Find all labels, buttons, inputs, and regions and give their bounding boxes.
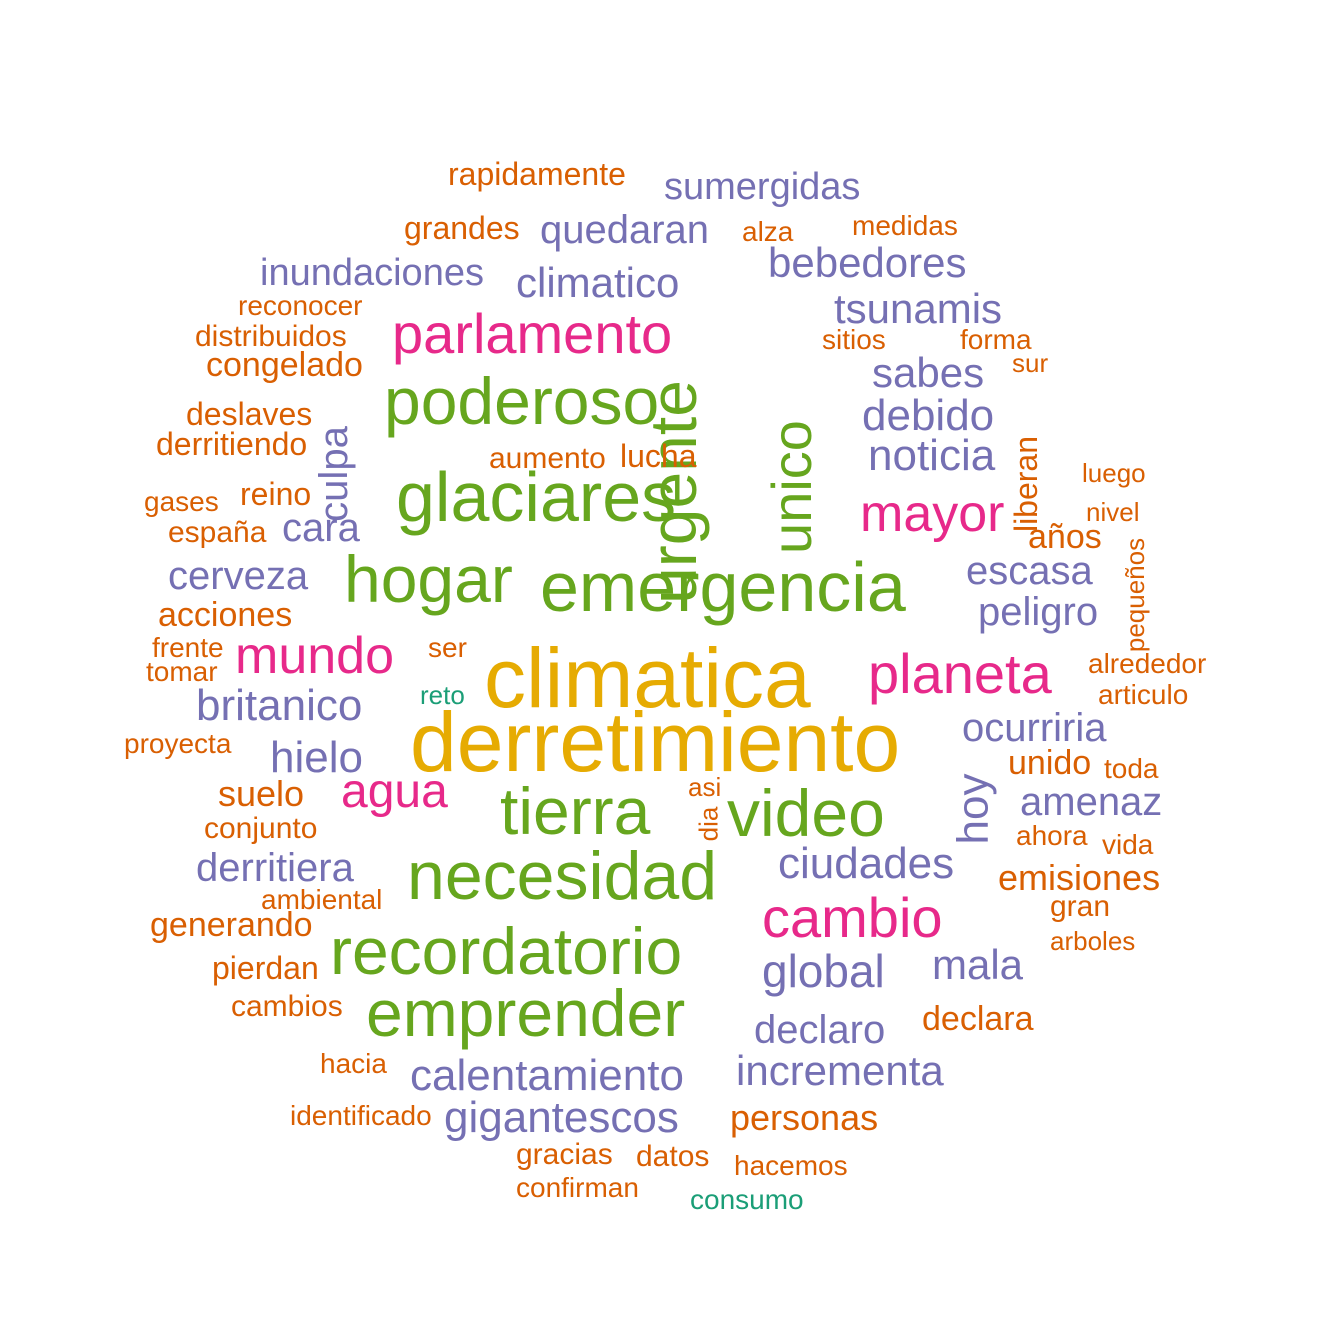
word-necesidad: necesidad	[407, 838, 718, 914]
word-sumergidas: sumergidas	[664, 166, 861, 208]
word-peligro: peligro	[978, 590, 1099, 634]
word-amenaz: amenaz	[1020, 780, 1163, 824]
word-agua: agua	[341, 765, 448, 818]
word-inundaciones: inundaciones	[260, 252, 484, 294]
word-tierra: tierra	[500, 774, 651, 848]
word-derretimiento: derretimiento	[410, 695, 901, 789]
word-derritiera: derritiera	[196, 846, 354, 890]
word-ocurriria: ocurriria	[962, 706, 1107, 750]
word-dia: dia	[692, 806, 723, 841]
word-reino: reino	[240, 476, 312, 512]
word-alrededor: alrededor	[1088, 648, 1207, 679]
word-cerveza: cerveza	[168, 554, 309, 598]
word-consumo: consumo	[690, 1184, 804, 1215]
word-articulo: articulo	[1098, 679, 1189, 710]
word-reconocer: reconocer	[238, 290, 363, 321]
word-pierdan: pierdan	[212, 950, 319, 986]
word-quedaran: quedaran	[540, 208, 710, 252]
word-emprender: emprender	[366, 976, 686, 1050]
word-climatico: climatico	[516, 259, 680, 306]
word-calentamiento: calentamiento	[410, 1051, 684, 1100]
word-vida: vida	[1102, 829, 1154, 860]
word-hoy: hoy	[947, 773, 997, 844]
word-distribuidos: distribuidos	[195, 320, 347, 353]
word-pequenos: pequeños	[1120, 537, 1151, 653]
word-derritiendo: derritiendo	[156, 426, 308, 462]
word-luego: luego	[1082, 458, 1146, 488]
word-ambiental: ambiental	[261, 884, 383, 915]
word-rapidamente: rapidamente	[448, 156, 626, 192]
word-poderoso: poderoso	[384, 364, 660, 438]
word-medidas: medidas	[852, 210, 958, 241]
word-ser: ser	[428, 632, 467, 663]
word-cambios: cambios	[231, 990, 343, 1023]
word-acciones: acciones	[158, 596, 293, 634]
word-datos: datos	[636, 1140, 710, 1173]
word-declara: declara	[922, 1000, 1034, 1038]
word-britanico: britanico	[196, 681, 363, 730]
word-global: global	[762, 945, 885, 997]
word-tomar: tomar	[146, 656, 218, 687]
word-arboles: arboles	[1050, 926, 1136, 956]
word-unido: unido	[1008, 744, 1092, 782]
word-sabes: sabes	[872, 349, 985, 396]
word-bebedores: bebedores	[768, 239, 967, 286]
word-congelado: congelado	[206, 346, 363, 384]
word-emisiones: emisiones	[998, 857, 1161, 898]
word-planeta: planeta	[868, 642, 1052, 705]
word-suelo: suelo	[218, 773, 305, 814]
word-grandes: grandes	[404, 210, 520, 246]
word-toda: toda	[1104, 753, 1159, 784]
word-ahora: ahora	[1016, 820, 1088, 851]
word-personas: personas	[730, 1097, 879, 1138]
word-glaciares: glaciares	[396, 458, 677, 536]
word-frente: frente	[152, 632, 224, 663]
word-declaro: declaro	[754, 1008, 886, 1052]
word-proyecta: proyecta	[124, 728, 232, 759]
word-escasa: escasa	[966, 549, 1093, 593]
word-climatica: climatica	[484, 631, 811, 725]
word-forma: forma	[960, 324, 1032, 355]
word-tsunamis: tsunamis	[834, 285, 1003, 332]
word-deslaves: deslaves	[186, 396, 313, 432]
word-debido: debido	[862, 391, 995, 440]
word-lucha: lucha	[620, 438, 697, 474]
word-alza: alza	[742, 216, 794, 247]
word-hacemos: hacemos	[734, 1150, 848, 1181]
word-generando: generando	[150, 906, 313, 944]
word-cara: cara	[282, 506, 360, 550]
word-mala: mala	[932, 941, 1024, 988]
word-gracias: gracias	[516, 1138, 613, 1171]
word-ciudades: ciudades	[778, 839, 955, 888]
word-sitios: sitios	[822, 324, 886, 355]
word-mayor: mayor	[860, 485, 1005, 543]
word-urgente: urgente	[635, 380, 710, 604]
word-hielo: hielo	[270, 733, 363, 782]
word-hogar: hogar	[344, 542, 513, 616]
word-sur: sur	[1012, 348, 1049, 378]
word-asi: asi	[688, 772, 722, 802]
word-anos: años	[1028, 518, 1102, 556]
word-mundo: mundo	[235, 627, 394, 685]
word-hacia: hacia	[320, 1048, 387, 1079]
word-identificado: identificado	[290, 1100, 432, 1131]
word-espana: españa	[168, 516, 267, 549]
word-video: video	[727, 776, 885, 850]
word-parlamento: parlamento	[392, 302, 673, 365]
word-incrementa: incrementa	[736, 1047, 944, 1094]
word-gran: gran	[1050, 890, 1111, 923]
word-nivel: nivel	[1086, 497, 1140, 527]
word-noticia: noticia	[868, 431, 996, 480]
word-gases: gases	[144, 486, 219, 517]
word-reto: reto	[420, 680, 465, 710]
word-cambio: cambio	[762, 886, 943, 949]
word-aumento: aumento	[489, 442, 606, 475]
word-conjunto: conjunto	[204, 812, 318, 845]
word-recordatorio: recordatorio	[330, 914, 683, 988]
word-emergencia: emergencia	[540, 548, 906, 626]
word-unico: unico	[759, 420, 823, 554]
word-confirman: confirman	[516, 1172, 639, 1203]
word-gigantescos: gigantescos	[444, 1093, 679, 1142]
